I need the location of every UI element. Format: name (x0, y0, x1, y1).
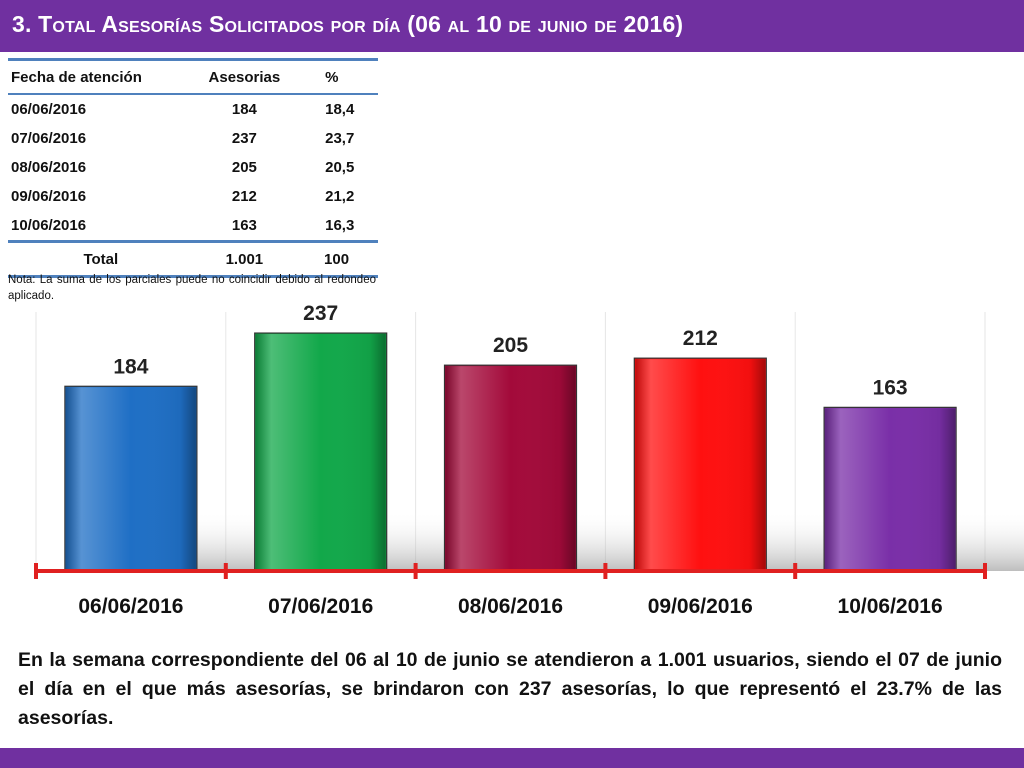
data-label: 205 (493, 334, 528, 357)
table-header-row: Fecha de atención Asesorias % (8, 59, 378, 94)
x-tick-label: 08/06/2016 (458, 595, 563, 618)
table-row: 09/06/2016 212 21,2 (8, 182, 378, 211)
table-total-row: Total 1.001 100 (8, 241, 378, 277)
cell-count: 184 (231, 101, 257, 118)
title-bar: 3. Total Asesorías Solicitados por día (… (0, 0, 1024, 52)
data-label: 212 (683, 327, 718, 350)
total-percent: 100 (324, 250, 350, 268)
bar-gloss (255, 334, 386, 570)
data-label: 184 (113, 355, 148, 378)
table-row: 06/06/2016 184 18,4 (8, 94, 378, 124)
summary-text: En la semana correspondiente del 06 al 1… (18, 649, 1002, 729)
bar-gloss (65, 387, 196, 570)
x-tick-label: 10/06/2016 (838, 595, 943, 618)
cell-percent: 23,7 (325, 130, 355, 147)
cell-date: 06/06/2016 (11, 101, 87, 118)
cell-percent: 16,3 (325, 217, 355, 234)
cell-count: 163 (231, 217, 257, 234)
table-row: 10/06/2016 163 16,3 (8, 211, 378, 242)
cell-date: 09/06/2016 (11, 188, 87, 205)
bar-chart: 184 06/06/2016 237 07/06/2016 205 08/06/2016 2… (34, 302, 1024, 618)
column-header-percent: % (325, 68, 339, 86)
x-tick-label: 09/06/2016 (648, 595, 753, 618)
footnote: Nota: La suma de los parciales puede no … (8, 274, 376, 302)
cell-date: 07/06/2016 (11, 130, 87, 147)
bar-gloss (825, 408, 956, 570)
data-table: Fecha de atención Asesorias % 06/06/2016… (8, 58, 378, 278)
column-header-date: Fecha de atención (11, 68, 142, 86)
page-title: 3. Total Asesorías Solicitados por día (… (12, 11, 684, 37)
bar-shadow (946, 511, 1024, 571)
x-tick-label: 06/06/2016 (78, 595, 183, 618)
x-tick-label: 07/06/2016 (268, 595, 373, 618)
cell-date: 08/06/2016 (11, 159, 87, 176)
bar-gloss (635, 359, 766, 570)
data-label: 237 (303, 302, 338, 325)
data-label: 163 (873, 376, 908, 399)
cell-percent: 20,5 (325, 159, 355, 176)
cell-count: 212 (231, 188, 257, 205)
cell-count: 205 (231, 159, 257, 176)
cell-date: 10/06/2016 (11, 217, 87, 234)
cell-percent: 18,4 (325, 101, 355, 118)
footer-bar (0, 748, 1024, 768)
cell-count: 237 (231, 130, 257, 147)
total-count: 1.001 (225, 250, 264, 268)
total-label: Total (83, 250, 119, 268)
bar-gloss (445, 366, 576, 570)
column-header-count: Asesorias (208, 68, 281, 86)
cell-percent: 21,2 (325, 188, 355, 205)
table-row: 08/06/2016 205 20,5 (8, 153, 378, 182)
table-row: 07/06/2016 237 23,7 (8, 124, 378, 153)
